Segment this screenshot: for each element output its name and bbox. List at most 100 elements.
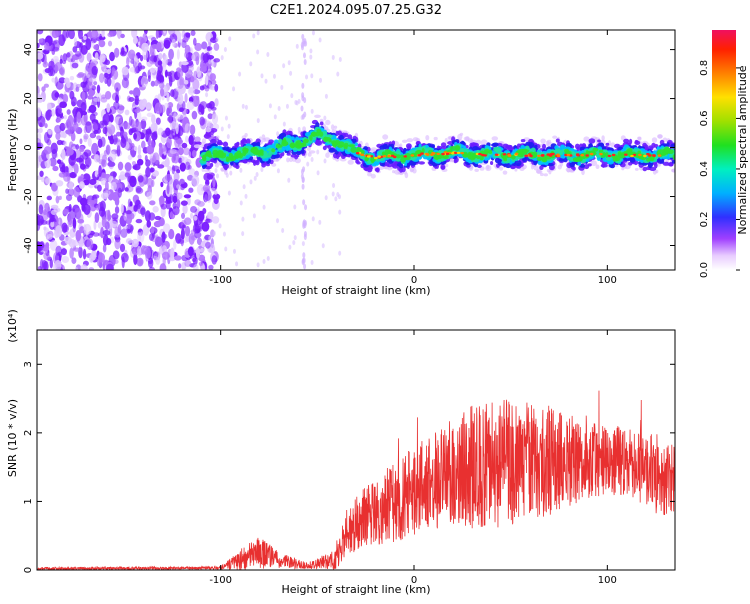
snr-x-ticks: -100 0 100 — [209, 330, 617, 586]
noise-blob — [156, 41, 162, 52]
signal-blob — [332, 142, 338, 146]
noise-blob — [65, 194, 73, 202]
signal-blob — [228, 156, 233, 161]
noise-blob — [116, 30, 122, 40]
noise-blob — [194, 42, 202, 52]
noise-blob — [163, 223, 171, 234]
y-tick-label: 20 — [23, 92, 34, 105]
noise-blob — [145, 166, 151, 178]
noise-blob — [167, 130, 174, 135]
noise-blob — [207, 211, 214, 220]
noise-blob — [198, 261, 204, 266]
noise-blob — [268, 103, 272, 109]
noise-blob — [137, 175, 144, 183]
noise-blob — [160, 203, 167, 210]
noise-blob — [148, 212, 156, 221]
noise-blob — [43, 261, 49, 270]
signal-blob — [555, 138, 560, 143]
noise-blob — [119, 171, 126, 177]
noise-blob — [59, 66, 65, 76]
noise-blob — [160, 88, 165, 97]
signal-blob — [433, 136, 438, 141]
noise-blob — [111, 75, 115, 87]
noise-blob — [114, 238, 121, 250]
noise-blob — [61, 222, 68, 233]
noise-blob — [276, 168, 280, 174]
signal-hotspot — [546, 153, 551, 156]
noise-blob — [157, 70, 162, 83]
noise-blob — [185, 32, 191, 38]
noise-blob — [140, 207, 146, 216]
noise-streak-blob — [303, 263, 307, 270]
noise-blob — [214, 168, 218, 174]
noise-blob — [93, 97, 100, 102]
noise-blob — [310, 73, 314, 79]
signal-blob — [251, 148, 256, 153]
colorbar-tick-label: 0.2 — [699, 212, 710, 228]
signal-blob — [627, 148, 633, 152]
signal-blob — [325, 152, 330, 158]
noise-blob — [292, 240, 296, 246]
signal-hotspot — [494, 153, 499, 156]
noise-streak-blob — [301, 82, 305, 89]
noise-blob — [107, 161, 116, 167]
noise-blob — [98, 35, 106, 41]
noise-blob — [332, 183, 336, 189]
signal-blob — [660, 151, 667, 156]
noise-blob — [331, 54, 335, 60]
noise-blob — [128, 115, 133, 126]
signal-blob — [236, 141, 240, 146]
noise-blob — [182, 224, 186, 229]
signal-hotspot — [420, 152, 424, 155]
noise-blob — [37, 92, 41, 99]
noise-blob — [63, 171, 71, 182]
noise-blob — [61, 255, 70, 263]
noise-blob — [42, 61, 49, 68]
noise-blob — [193, 215, 198, 221]
noise-blob — [188, 233, 195, 245]
snr-y-multiplier: (x10⁴) — [6, 309, 19, 343]
signal-hotspot — [390, 154, 395, 157]
noise-blob — [43, 131, 50, 144]
spectrogram-marks — [37, 30, 675, 270]
noise-blob — [154, 102, 163, 115]
noise-blob — [119, 243, 126, 253]
noise-blob — [191, 174, 200, 187]
noise-blob — [43, 251, 50, 260]
signal-hotspot — [611, 153, 616, 157]
noise-blob — [62, 93, 69, 104]
noise-blob — [305, 74, 309, 80]
noise-blob — [184, 225, 191, 237]
noise-blob — [43, 226, 47, 231]
signal-blob — [634, 167, 639, 171]
signal-blob — [261, 134, 266, 141]
signal-blob — [657, 149, 665, 153]
signal-hotspot — [360, 153, 364, 156]
noise-blob — [46, 195, 53, 201]
noise-blob — [212, 176, 216, 188]
colorbar-gradient — [712, 30, 736, 270]
x-tick-label: 0 — [411, 575, 417, 586]
noise-blob — [266, 255, 270, 261]
signal-blob — [590, 160, 598, 167]
noise-blob — [101, 159, 107, 168]
noise-streak-blob — [301, 33, 305, 40]
signal-blob — [398, 163, 404, 169]
noise-blob — [318, 219, 322, 225]
noise-streak-blob — [301, 177, 305, 184]
signal-blob — [660, 158, 665, 164]
noise-blob — [86, 52, 92, 62]
y-tick-label: 40 — [23, 43, 34, 56]
noise-blob — [262, 204, 266, 210]
noise-blob — [172, 112, 178, 124]
noise-blob — [104, 180, 109, 193]
noise-blob — [113, 101, 120, 110]
noise-blob — [55, 245, 62, 257]
signal-hotspot — [537, 154, 541, 157]
signal-blob — [311, 131, 317, 137]
noise-blob — [281, 228, 285, 234]
signal-hotspot — [445, 152, 450, 156]
noise-blob — [276, 131, 280, 137]
noise-blob — [166, 183, 170, 195]
